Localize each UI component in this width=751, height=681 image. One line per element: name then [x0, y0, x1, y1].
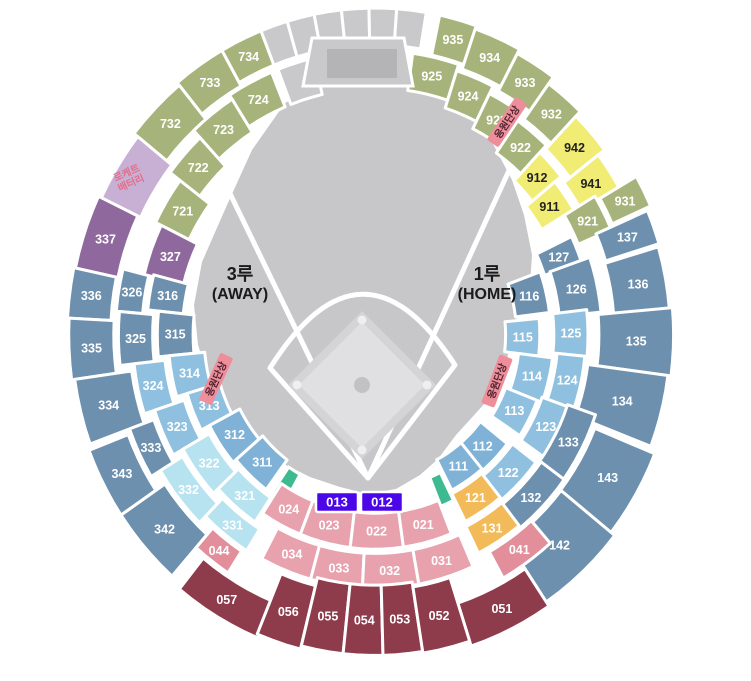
section-111[interactable] — [435, 441, 484, 492]
section-733[interactable] — [175, 48, 243, 116]
section-044[interactable] — [194, 526, 243, 575]
section-327[interactable] — [142, 223, 199, 287]
section-024[interactable] — [261, 482, 315, 536]
section-334[interactable] — [73, 369, 146, 446]
section-125[interactable] — [551, 308, 590, 358]
section-013[interactable] — [314, 490, 360, 514]
section-911[interactable] — [524, 180, 576, 232]
section-unlabeled — [99, 135, 174, 219]
section-337[interactable] — [73, 194, 140, 280]
section-055[interactable] — [299, 576, 352, 656]
first-base-sublabel: (HOME) — [458, 286, 517, 303]
section-131[interactable] — [464, 501, 521, 555]
section-931[interactable] — [598, 174, 653, 226]
section-unlabeled — [428, 471, 455, 508]
section-325[interactable] — [116, 310, 156, 367]
section-133[interactable] — [537, 403, 597, 483]
section-332[interactable] — [158, 455, 220, 525]
scoreboard-screen — [327, 49, 397, 78]
infield-outline — [267, 291, 458, 481]
section-721[interactable] — [154, 179, 212, 242]
section-137[interactable] — [594, 209, 661, 263]
section-331[interactable] — [203, 496, 262, 553]
section-115[interactable] — [503, 316, 542, 358]
section-343[interactable] — [87, 433, 158, 517]
section-322[interactable] — [181, 432, 238, 495]
third-base-sublabel: (AWAY) — [212, 286, 268, 303]
section-335[interactable] — [67, 316, 118, 382]
section-333[interactable] — [128, 418, 175, 478]
section-056[interactable] — [255, 572, 318, 651]
section-053[interactable] — [379, 580, 425, 657]
section-031[interactable] — [411, 533, 475, 586]
section-342[interactable] — [119, 482, 209, 578]
section-057[interactable] — [177, 556, 275, 640]
section-321[interactable] — [216, 467, 273, 524]
base-marker — [422, 380, 432, 390]
base-marker — [357, 315, 367, 325]
section-315[interactable] — [155, 309, 196, 359]
first-base-label: 1루 — [474, 264, 501, 284]
third-base-label: 3루 — [227, 264, 254, 284]
section-722[interactable] — [168, 136, 227, 198]
section-113[interactable] — [490, 386, 539, 438]
section-323[interactable] — [153, 398, 202, 457]
section-052[interactable] — [411, 576, 472, 655]
section-054[interactable] — [341, 582, 385, 657]
section-316[interactable] — [146, 273, 190, 316]
section-135[interactable] — [595, 306, 676, 378]
playing-field — [194, 80, 532, 494]
section-311[interactable] — [234, 434, 289, 492]
base-marker — [357, 445, 367, 455]
section-336[interactable] — [66, 266, 118, 322]
section-724[interactable] — [228, 70, 287, 129]
section-116[interactable] — [506, 270, 551, 319]
section-326[interactable] — [114, 267, 151, 316]
pitchers-mound — [354, 377, 370, 393]
section-012[interactable] — [359, 490, 405, 514]
base-marker — [292, 380, 302, 390]
section-022[interactable] — [348, 510, 405, 551]
section-723[interactable] — [192, 97, 254, 161]
section-041[interactable] — [487, 519, 552, 580]
section-324[interactable] — [132, 358, 176, 416]
section-034[interactable] — [260, 526, 321, 581]
